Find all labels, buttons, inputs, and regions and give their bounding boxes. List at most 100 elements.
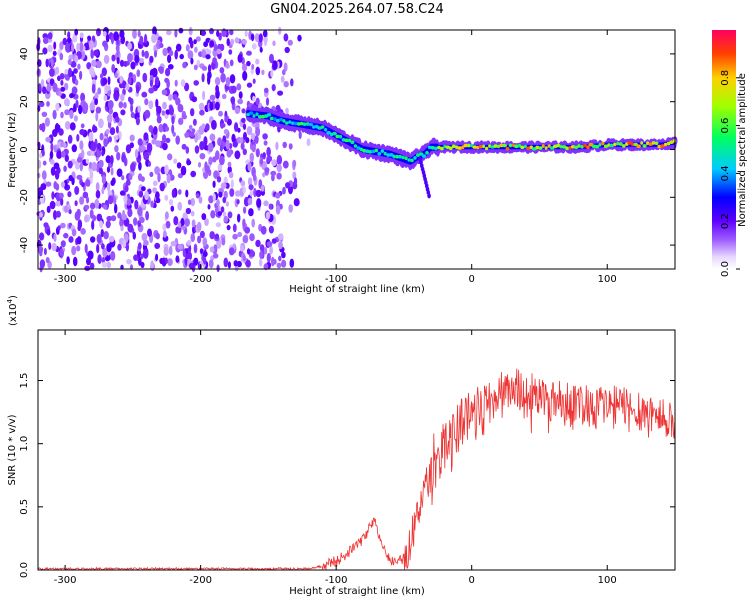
noise-speckle [203, 257, 207, 265]
noise-speckle [132, 231, 136, 240]
signal-core [401, 155, 405, 160]
noise-speckle [68, 54, 74, 60]
noise-speckle [113, 195, 117, 205]
noise-speckle [180, 79, 186, 87]
noise-speckle [255, 97, 260, 106]
noise-speckle [87, 250, 94, 260]
noise-speckle [208, 156, 213, 165]
signal-core [344, 138, 349, 143]
noise-speckle [155, 232, 160, 240]
noise-speckle [167, 258, 173, 267]
noise-speckle [258, 258, 263, 267]
signal-core [616, 141, 620, 146]
noise-speckle [102, 77, 108, 86]
noise-speckle [135, 116, 140, 126]
signal-core [513, 144, 519, 149]
noise-speckle [38, 101, 45, 108]
noise-speckle [55, 200, 62, 207]
noise-speckle [88, 131, 94, 142]
colorbar-gradient [712, 30, 736, 269]
noise-speckle [96, 213, 103, 222]
noise-speckle [151, 33, 157, 44]
noise-speckle [48, 242, 52, 250]
noise-speckle [306, 138, 311, 147]
noise-speckle [101, 174, 106, 185]
signal-core [380, 149, 385, 153]
noise-speckle [149, 79, 153, 87]
signal-core [266, 113, 272, 117]
noise-speckle [216, 238, 222, 249]
signal-core [275, 118, 280, 123]
noise-speckle [99, 73, 104, 79]
noise-speckle [170, 240, 177, 247]
spectrogram-y-ticks: -40 -20 0 20 40 [19, 48, 675, 253]
noise-speckle [162, 101, 167, 110]
noise-speckle [76, 134, 80, 142]
noise-speckle [207, 49, 212, 55]
signal-core [497, 144, 500, 149]
noise-speckle [190, 170, 197, 178]
noise-speckle [107, 195, 114, 205]
noise-speckle [148, 161, 152, 167]
noise-speckle [110, 215, 117, 222]
noise-speckle [133, 254, 139, 261]
noise-speckle [105, 128, 110, 135]
noise-speckle [164, 211, 169, 220]
noise-speckle [197, 235, 202, 244]
noise-speckle [140, 261, 145, 269]
signal-core [285, 121, 289, 125]
x-tick-label: -100 [325, 274, 348, 285]
noise-speckle [69, 109, 74, 119]
noise-speckle [255, 148, 260, 158]
noise-speckle [287, 39, 293, 46]
noise-speckle [118, 101, 124, 109]
noise-speckle [74, 55, 79, 63]
noise-speckle [103, 138, 108, 148]
noise-speckle [167, 64, 174, 70]
noise-speckle [261, 69, 265, 76]
noise-speckle [225, 201, 229, 207]
signal-core [580, 145, 584, 149]
noise-speckle [292, 159, 297, 168]
noise-speckle [263, 200, 269, 207]
noise-speckle [209, 27, 214, 35]
noise-speckle [209, 231, 215, 240]
noise-speckle [142, 248, 149, 259]
noise-speckle [60, 93, 66, 99]
noise-speckle [271, 159, 277, 167]
noise-speckle [174, 29, 178, 38]
signal-core [583, 143, 587, 148]
noise-speckle [138, 43, 142, 49]
noise-speckle [195, 36, 201, 42]
noise-speckle [244, 30, 248, 37]
signal-core [520, 145, 525, 149]
noise-speckle [270, 69, 274, 78]
y-tick-label: 0.0 [19, 562, 30, 578]
signal-core [508, 143, 513, 148]
signal-core [288, 120, 292, 124]
noise-speckle [64, 121, 71, 130]
noise-speckle [137, 138, 143, 146]
noise-speckle [248, 184, 254, 191]
noise-speckle [75, 99, 79, 108]
signal-core [252, 114, 256, 118]
noise-speckle [128, 72, 133, 78]
noise-speckle [89, 209, 94, 219]
snr-frame [37, 329, 676, 571]
noise-speckle [46, 83, 52, 92]
noise-speckle [207, 64, 212, 73]
noise-speckle [220, 122, 226, 128]
noise-speckle [220, 206, 225, 213]
noise-speckle [138, 256, 142, 266]
signal-core [660, 144, 665, 148]
noise-speckle [227, 211, 233, 219]
signal-core [437, 145, 441, 150]
noise-speckle [271, 238, 277, 244]
colorbar-tick-label: 0.6 [720, 118, 731, 134]
noise-speckle [199, 153, 206, 160]
noise-speckle [79, 196, 85, 205]
noise-speckle [61, 150, 66, 158]
noise-speckle [186, 240, 192, 245]
noise-speckle [234, 150, 241, 160]
noise-speckle [116, 151, 121, 161]
